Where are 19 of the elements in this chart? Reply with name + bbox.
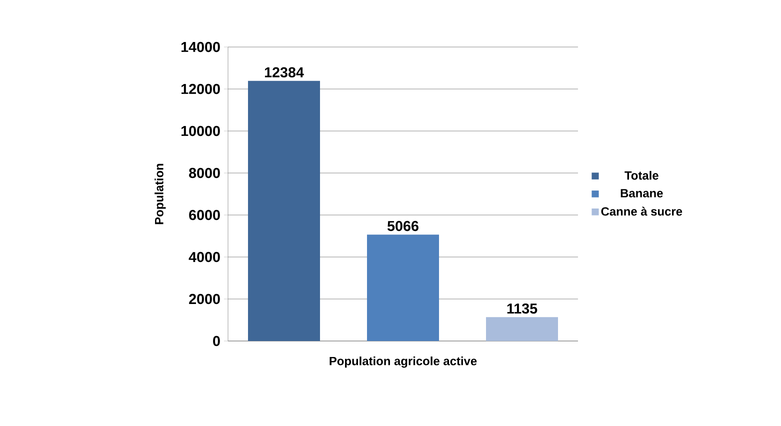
bar (486, 317, 558, 341)
y-tick-label: 14000 (181, 42, 220, 52)
y-axis-title: Population (154, 164, 166, 224)
y-tick-label: 10000 (181, 126, 220, 136)
y-tick-label: 2000 (189, 294, 220, 304)
x-tick-label: Population agricole active (330, 356, 477, 368)
data-label: 12384 (264, 67, 304, 78)
legend-label: Totale (624, 170, 658, 180)
y-tick-label: 8000 (189, 168, 220, 178)
data-label: 1135 (507, 303, 538, 314)
bar (367, 234, 440, 341)
y-tick-label: 0 (213, 336, 220, 346)
data-label: 5066 (387, 220, 418, 232)
y-tick-label: 4000 (188, 252, 220, 262)
y-tick-label: 12000 (181, 84, 220, 94)
legend-label: Canne à sucre (601, 206, 682, 216)
legend-label: Banane (620, 189, 663, 198)
y-tick-label: 6000 (189, 210, 220, 220)
bar (248, 80, 320, 341)
